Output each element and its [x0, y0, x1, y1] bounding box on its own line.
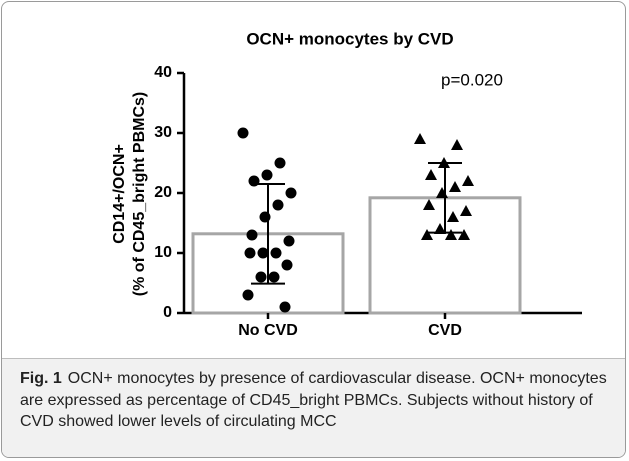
- x-tick-label: No CVD: [238, 322, 298, 339]
- point: [434, 223, 446, 234]
- point: [272, 199, 284, 211]
- point: [274, 157, 286, 169]
- annotation: p=0.020: [441, 70, 503, 89]
- point: [255, 271, 267, 283]
- point: [449, 181, 461, 192]
- point: [237, 127, 249, 139]
- y-tick-label: 0: [163, 304, 172, 321]
- y-axis-label: (% of CD45_bright PBMCs): [131, 92, 148, 296]
- y-tick-label: 30: [154, 124, 172, 141]
- chart-title: OCN+ monocytes by CVD: [246, 29, 453, 48]
- error-bar: [251, 183, 285, 285]
- point: [460, 205, 472, 216]
- y-tick-label: 40: [154, 64, 172, 81]
- point: [244, 247, 256, 259]
- point: [268, 271, 280, 283]
- error-bar: [428, 162, 462, 234]
- caption-label: Fig. 1: [20, 370, 62, 387]
- point: [447, 211, 459, 222]
- y-tick-label: 20: [154, 184, 172, 201]
- point: [414, 133, 426, 144]
- point: [436, 187, 448, 198]
- point: [281, 259, 293, 271]
- point: [257, 247, 269, 259]
- y-axis-label: CD14+/OCN+: [111, 144, 128, 244]
- point: [423, 199, 435, 210]
- chart: OCN+ monocytes by CVD CD14+/OCN+ (% of C…: [111, 29, 582, 339]
- point: [425, 169, 437, 180]
- point: [242, 289, 254, 301]
- point: [451, 139, 463, 150]
- caption-text: OCN+ monocytes by presence of cardiovasc…: [20, 370, 607, 430]
- point: [283, 235, 295, 247]
- y-tick-label: 10: [154, 244, 172, 261]
- caption: Fig. 1 OCN+ monocytes by presence of card…: [2, 358, 625, 457]
- point: [270, 247, 282, 259]
- point: [279, 301, 291, 313]
- point: [421, 229, 433, 240]
- point: [285, 187, 297, 199]
- point: [246, 229, 258, 241]
- point: [445, 229, 457, 240]
- x-tick-label: CVD: [428, 322, 462, 339]
- point: [261, 169, 273, 181]
- point: [462, 175, 474, 186]
- point: [458, 229, 470, 240]
